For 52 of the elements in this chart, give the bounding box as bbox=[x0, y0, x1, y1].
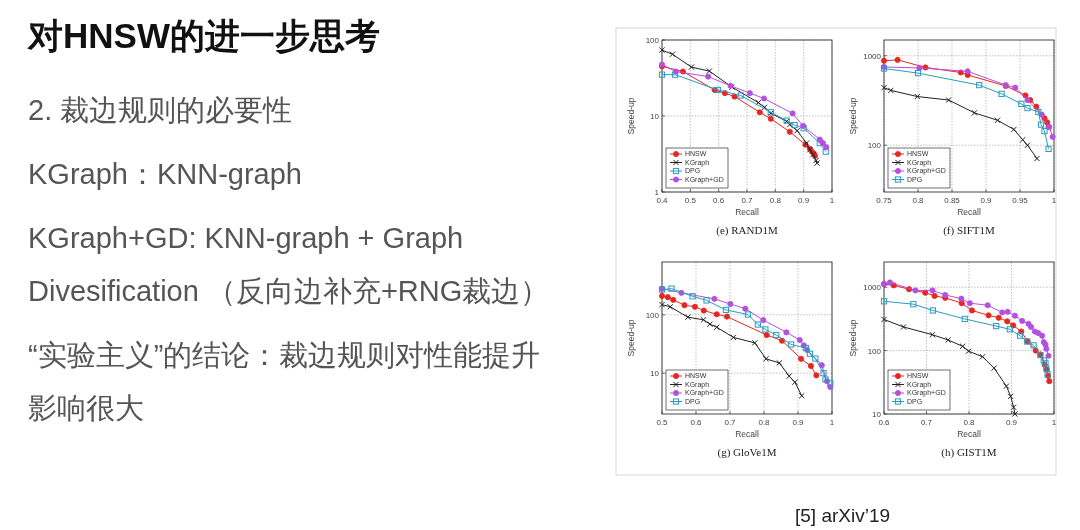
x-tick-label: 0.7 bbox=[741, 196, 754, 205]
y-tick-label: 100 bbox=[867, 141, 882, 151]
y-tick-label: 1 bbox=[654, 188, 660, 197]
text: 对HNSW的进一步思考 bbox=[27, 16, 380, 55]
y-tick-label: 100 bbox=[645, 310, 660, 320]
x-tick-label: 0.6 bbox=[878, 418, 891, 427]
y-tick-label: 100 bbox=[645, 36, 660, 45]
x-tick-label: 1 bbox=[1051, 418, 1057, 427]
x-tick-label: 0.95 bbox=[1012, 196, 1029, 205]
text: 2. 裁边规则的必要性 bbox=[28, 94, 293, 126]
x-tick-label: 0.5 bbox=[656, 418, 669, 427]
x-tick-label: 0.7 bbox=[920, 418, 933, 427]
x-axis-title: Recall bbox=[957, 207, 981, 217]
x-tick-label: 0.8 bbox=[769, 196, 782, 205]
y-tick-label: 1000 bbox=[863, 51, 882, 61]
text: (f) SIFT1M bbox=[943, 224, 996, 237]
text: KGraph：KNN-graph bbox=[28, 158, 302, 190]
x-tick-label: 1 bbox=[1051, 196, 1057, 205]
x-tick-label: 0.8 bbox=[758, 418, 771, 427]
y-tick-label: 10 bbox=[650, 369, 660, 379]
y-tick-label: 100 bbox=[867, 346, 882, 356]
y-axis-title: Speed-up bbox=[848, 319, 858, 357]
y-axis-title: Speed-up bbox=[848, 97, 858, 135]
y-axis-title: Speed-up bbox=[626, 97, 636, 135]
x-tick-label: 0.4 bbox=[656, 196, 669, 205]
text: (h) GIST1M bbox=[941, 446, 997, 459]
x-axis-title: Recall bbox=[735, 207, 759, 217]
x-tick-label: 0.7 bbox=[724, 418, 737, 427]
text: KGraph+GD: KNN-graph + Graph Divesification （反向边补充+RNG裁边） bbox=[28, 222, 550, 307]
x-tick-label: 0.8 bbox=[963, 418, 976, 427]
y-tick-label: 1000 bbox=[863, 283, 882, 293]
x-tick-label: 0.6 bbox=[713, 196, 725, 205]
x-tick-label: 0.5 bbox=[684, 196, 697, 205]
x-tick-label: 0.9 bbox=[798, 196, 810, 205]
x-axis-title: Recall bbox=[957, 429, 981, 439]
text: (e) RAND1M bbox=[716, 224, 778, 237]
x-tick-label: 0.75 bbox=[876, 196, 893, 205]
x-tick-label: 0.9 bbox=[792, 418, 805, 427]
x-tick-label: 1 bbox=[829, 418, 835, 427]
text: “实验主义”的结论：裁边规则对性能提升影响很大 bbox=[28, 339, 541, 424]
y-tick-label: 10 bbox=[872, 410, 882, 419]
x-axis-title: Recall bbox=[735, 429, 759, 439]
text: (g) GloVe1M bbox=[717, 446, 777, 459]
x-tick-label: 0.6 bbox=[690, 418, 703, 427]
text: [5] arXiv’19 bbox=[795, 505, 891, 526]
y-tick-label: 10 bbox=[650, 112, 660, 121]
x-tick-label: 1 bbox=[829, 196, 835, 205]
x-tick-label: 0.8 bbox=[912, 196, 925, 205]
x-tick-label: 0.9 bbox=[1005, 418, 1018, 427]
x-tick-label: 0.85 bbox=[944, 196, 961, 205]
x-tick-label: 0.9 bbox=[980, 196, 993, 205]
y-axis-title: Speed-up bbox=[626, 319, 636, 357]
